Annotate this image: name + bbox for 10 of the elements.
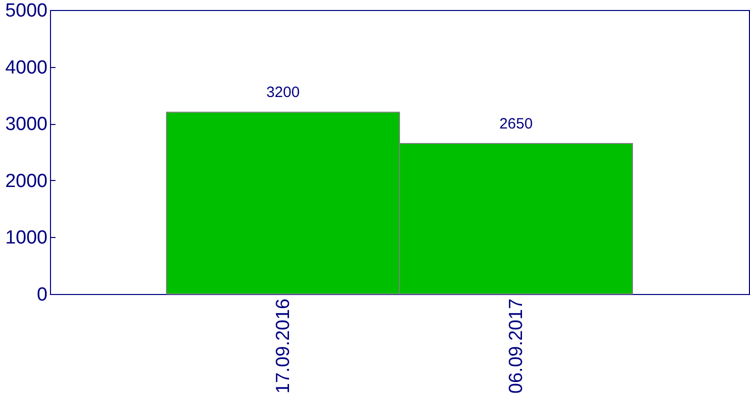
y-tick-label: 1000 bbox=[5, 228, 48, 249]
y-tick-label: 4000 bbox=[5, 57, 48, 78]
y-tick-label: 2000 bbox=[5, 170, 48, 192]
x-tick-label: 17.09.2016 bbox=[273, 298, 294, 394]
data-label: 2650 bbox=[499, 115, 533, 132]
data-label: 3200 bbox=[266, 84, 300, 102]
y-tick-label: 5000 bbox=[5, 0, 48, 22]
y-tick-label: 3000 bbox=[5, 114, 48, 136]
y-tick-label: 0 bbox=[36, 284, 48, 306]
x-tick-label: 06.09.2017 bbox=[506, 298, 527, 394]
